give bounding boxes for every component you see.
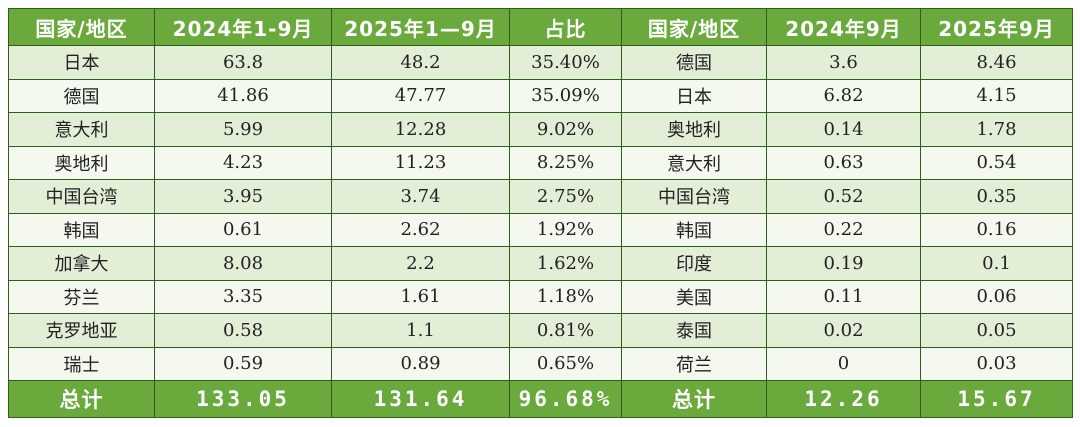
- country-cell: 奥地利: [621, 112, 767, 147]
- value-cell: 0.22: [766, 212, 921, 247]
- country-cell: 韩国: [621, 212, 767, 247]
- country-cell: 日本: [621, 78, 767, 113]
- table-row: 德国 41.86 47.77 35.09% 日本 6.82 4.15: [8, 78, 1073, 113]
- total-label-month: 总计: [621, 380, 767, 418]
- value-cell: 0.16: [920, 212, 1073, 247]
- value-cell: 1.61: [331, 279, 510, 314]
- value-cell: 0.14: [766, 112, 921, 147]
- table-row: 意大利 5.99 12.28 9.02% 奥地利 0.14 1.78: [8, 112, 1073, 147]
- value-cell: 2.2: [331, 246, 510, 281]
- table-row: 芬兰 3.35 1.61 1.18% 美国 0.11 0.06: [8, 279, 1073, 314]
- value-cell: 0.59: [154, 346, 332, 381]
- share-cell: 1.92%: [509, 212, 622, 247]
- share-cell: 1.62%: [509, 246, 622, 281]
- import-data-table: 国家/地区 2024年1-9月 2025年1—9月 占比 国家/地区 2024年…: [8, 8, 1073, 418]
- header-country-ytd: 国家/地区: [8, 8, 155, 46]
- table-row: 奥地利 4.23 11.23 8.25% 意大利 0.63 0.54: [8, 145, 1073, 180]
- value-cell: 8.08: [154, 246, 332, 281]
- value-cell: 63.8: [154, 45, 332, 80]
- import-table-container: 国家/地区 2024年1-9月 2025年1—9月 占比 国家/地区 2024年…: [8, 8, 1073, 418]
- country-cell: 德国: [621, 45, 767, 80]
- country-cell: 韩国: [8, 212, 155, 247]
- share-cell: 2.75%: [509, 179, 622, 214]
- country-cell: 瑞士: [8, 346, 155, 381]
- value-cell: 0.35: [920, 179, 1073, 214]
- value-cell: 0: [766, 346, 921, 381]
- header-2024-ytd: 2024年1-9月: [154, 8, 332, 46]
- value-cell: 3.35: [154, 279, 332, 314]
- header-2024-sep: 2024年9月: [766, 8, 921, 46]
- country-cell: 意大利: [621, 145, 767, 180]
- value-cell: 2.62: [331, 212, 510, 247]
- value-cell: 11.23: [331, 145, 510, 180]
- share-cell: 0.65%: [509, 346, 622, 381]
- country-cell: 泰国: [621, 313, 767, 348]
- value-cell: 0.63: [766, 145, 921, 180]
- value-cell: 3.95: [154, 179, 332, 214]
- country-cell: 中国台湾: [621, 179, 767, 214]
- country-cell: 美国: [621, 279, 767, 314]
- country-cell: 德国: [8, 78, 155, 113]
- value-cell: 0.61: [154, 212, 332, 247]
- country-cell: 加拿大: [8, 246, 155, 281]
- total-2024-sep: 12.26: [766, 380, 921, 418]
- header-2025-sep: 2025年9月: [920, 8, 1073, 46]
- value-cell: 3.6: [766, 45, 921, 80]
- value-cell: 1.1: [331, 313, 510, 348]
- table-row: 日本 63.8 48.2 35.40% 德国 3.6 8.46: [8, 45, 1073, 80]
- country-cell: 意大利: [8, 112, 155, 147]
- table-row: 韩国 0.61 2.62 1.92% 韩国 0.22 0.16: [8, 212, 1073, 247]
- value-cell: 0.05: [920, 313, 1073, 348]
- country-cell: 印度: [621, 246, 767, 281]
- header-share: 占比: [509, 8, 622, 46]
- country-cell: 奥地利: [8, 145, 155, 180]
- value-cell: 1.78: [920, 112, 1073, 147]
- value-cell: 5.99: [154, 112, 332, 147]
- value-cell: 0.54: [920, 145, 1073, 180]
- value-cell: 0.1: [920, 246, 1073, 281]
- share-cell: 0.81%: [509, 313, 622, 348]
- value-cell: 0.03: [920, 346, 1073, 381]
- country-cell: 芬兰: [8, 279, 155, 314]
- table-row: 加拿大 8.08 2.2 1.62% 印度 0.19 0.1: [8, 246, 1073, 281]
- value-cell: 0.19: [766, 246, 921, 281]
- share-cell: 9.02%: [509, 112, 622, 147]
- country-cell: 日本: [8, 45, 155, 80]
- header-country-month: 国家/地区: [621, 8, 767, 46]
- value-cell: 8.46: [920, 45, 1073, 80]
- value-cell: 0.89: [331, 346, 510, 381]
- total-2024-ytd: 133.05: [154, 380, 332, 418]
- table-row: 瑞士 0.59 0.89 0.65% 荷兰 0 0.03: [8, 346, 1073, 381]
- value-cell: 0.52: [766, 179, 921, 214]
- value-cell: 0.11: [766, 279, 921, 314]
- header-2025-ytd: 2025年1—9月: [331, 8, 510, 46]
- value-cell: 4.23: [154, 145, 332, 180]
- value-cell: 4.15: [920, 78, 1073, 113]
- value-cell: 0.06: [920, 279, 1073, 314]
- value-cell: 3.74: [331, 179, 510, 214]
- total-2025-ytd: 131.64: [331, 380, 510, 418]
- country-cell: 克罗地亚: [8, 313, 155, 348]
- total-2025-sep: 15.67: [920, 380, 1073, 418]
- value-cell: 12.28: [331, 112, 510, 147]
- table-row: 中国台湾 3.95 3.74 2.75% 中国台湾 0.52 0.35: [8, 179, 1073, 214]
- table-header-row: 国家/地区 2024年1-9月 2025年1—9月 占比 国家/地区 2024年…: [8, 8, 1073, 46]
- total-share: 96.68%: [509, 380, 622, 418]
- value-cell: 47.77: [331, 78, 510, 113]
- share-cell: 35.09%: [509, 78, 622, 113]
- share-cell: 8.25%: [509, 145, 622, 180]
- country-cell: 荷兰: [621, 346, 767, 381]
- value-cell: 41.86: [154, 78, 332, 113]
- share-cell: 35.40%: [509, 45, 622, 80]
- table-row: 克罗地亚 0.58 1.1 0.81% 泰国 0.02 0.05: [8, 313, 1073, 348]
- country-cell: 中国台湾: [8, 179, 155, 214]
- value-cell: 6.82: [766, 78, 921, 113]
- value-cell: 48.2: [331, 45, 510, 80]
- share-cell: 1.18%: [509, 279, 622, 314]
- value-cell: 0.58: [154, 313, 332, 348]
- value-cell: 0.02: [766, 313, 921, 348]
- table-total-row: 总计 133.05 131.64 96.68% 总计 12.26 15.67: [8, 380, 1073, 418]
- total-label-ytd: 总计: [8, 380, 155, 418]
